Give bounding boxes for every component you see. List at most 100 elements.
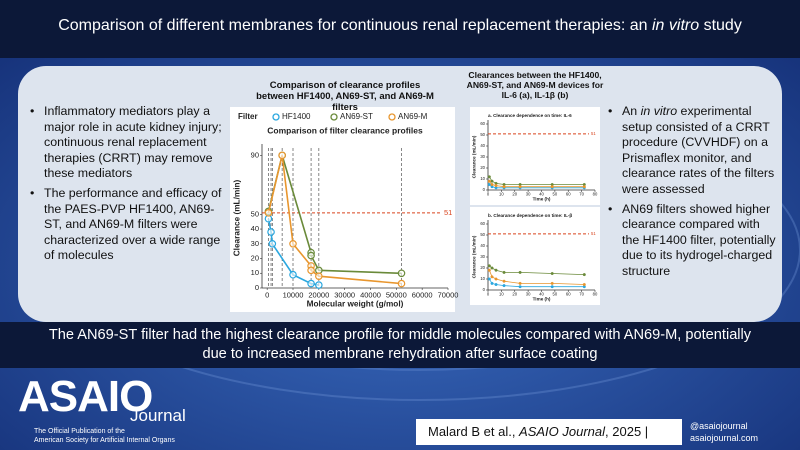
point	[582, 283, 586, 287]
citation-box	[416, 419, 682, 445]
title-part: study	[699, 17, 742, 34]
point	[494, 283, 498, 287]
point	[582, 273, 586, 277]
x-tick-label: 30000	[334, 290, 355, 299]
point	[315, 272, 323, 281]
y-tick-label: 40	[251, 224, 259, 233]
y-tick-label: 20	[480, 265, 485, 270]
point	[397, 279, 406, 288]
chart-title: Comparison of filter clearance profiles	[267, 125, 423, 135]
y-axis-label: Clearance (mL/min)	[471, 135, 476, 178]
text: , 2025 |	[605, 424, 649, 439]
chart-box	[470, 107, 600, 205]
x-tick-label: 20	[512, 191, 517, 196]
point	[550, 281, 554, 285]
point	[487, 264, 491, 268]
point	[502, 270, 506, 274]
logo: ASAIO	[18, 372, 153, 421]
x-axis-label: Time (h)	[533, 196, 551, 201]
x-tick-label: 10000	[283, 290, 304, 299]
point	[518, 281, 522, 285]
x-tick-label: 20000	[308, 290, 329, 299]
x-tick-label: 30	[526, 191, 531, 196]
text: in vitro	[640, 104, 678, 118]
point	[397, 269, 406, 278]
legend-label: HF1400	[282, 112, 311, 121]
x-tick-label: 70000	[438, 290, 459, 299]
y-tick-label: 0	[483, 187, 486, 192]
point	[494, 268, 498, 272]
point	[490, 179, 494, 183]
point	[494, 184, 498, 188]
y-axis-label: Clearance (mL/min)	[471, 235, 476, 278]
y-tick-label: 30	[480, 254, 485, 259]
y-tick-label: 0	[255, 283, 259, 292]
x-tick-label: 70	[579, 191, 584, 196]
x-tick-label: 30	[526, 291, 531, 296]
series-line	[267, 152, 402, 275]
x-tick-label: 40000	[360, 290, 381, 299]
legend-marker	[330, 113, 338, 121]
chart-title: a. Clearance dependence on time: IL-6	[488, 113, 572, 118]
point	[487, 182, 491, 186]
point	[487, 179, 491, 183]
point	[278, 151, 286, 160]
legend-marker	[388, 113, 396, 121]
text: AN69 filters showed higher clearance com…	[622, 201, 776, 278]
x-tick-label: 60	[566, 291, 571, 296]
point	[289, 239, 297, 248]
point	[267, 228, 275, 236]
citation: Malard B et al., ASAIO Journal, 2025 |	[428, 424, 648, 439]
point	[490, 266, 494, 270]
x-tick-label: 80	[593, 291, 598, 296]
x-tick-label: 20	[512, 291, 517, 296]
y-tick-label: 20	[480, 165, 485, 170]
point	[518, 270, 522, 274]
point	[307, 266, 315, 275]
reference-label: 51	[591, 231, 596, 236]
y-tick-label: 30	[251, 239, 259, 248]
y-tick-label: 50	[251, 209, 259, 218]
x-tick-label: 50000	[386, 290, 407, 299]
y-tick-label: 60	[480, 121, 485, 126]
logo-text: American Society for Artificial Internal…	[34, 437, 175, 444]
y-axis-label: Clearance (mL/min)	[232, 179, 241, 256]
point	[490, 182, 494, 186]
x-tick-label: 0	[487, 291, 490, 296]
point	[307, 279, 315, 288]
y-tick-label: 0	[483, 287, 486, 292]
social: @asaiojournal	[690, 421, 748, 431]
point	[502, 284, 506, 288]
point	[315, 281, 323, 289]
social: asaiojournal.com	[690, 433, 759, 443]
x-tick-label: 40	[539, 291, 544, 296]
bullet: The performance and efficacy of the PAES…	[30, 186, 226, 264]
y-tick-label: 10	[480, 176, 485, 181]
conclusion-band	[0, 322, 800, 368]
right-bullets: An in vitro experimental setup consisted…	[608, 104, 780, 284]
x-axis-label: Time (h)	[533, 296, 551, 301]
chart-heading: Clearances between the HF1400, AN69-ST, …	[466, 70, 604, 100]
point	[582, 185, 586, 189]
point	[307, 251, 315, 260]
x-tick-label: 60	[566, 191, 571, 196]
x-tick-label: 80	[593, 191, 598, 196]
conclusion: The AN69-ST filter had the highest clear…	[48, 327, 752, 362]
y-tick-label: 40	[480, 143, 485, 148]
point	[490, 275, 494, 279]
point	[487, 175, 491, 179]
point	[268, 239, 277, 248]
text: Malard B et al.,	[428, 424, 520, 439]
title-part: Comparison of different membranes for co…	[58, 17, 652, 34]
point	[518, 285, 522, 289]
reference-label: 51	[591, 131, 596, 136]
bullet: An in vitro experimental setup consisted…	[608, 104, 780, 198]
reference-label: 51	[444, 208, 452, 217]
x-tick-label: 70	[579, 291, 584, 296]
point	[502, 185, 506, 189]
bullet: AN69 filters showed higher clearance com…	[608, 202, 780, 280]
x-tick-label: 60000	[412, 290, 433, 299]
y-tick-label: 50	[480, 232, 485, 237]
point	[490, 281, 494, 285]
